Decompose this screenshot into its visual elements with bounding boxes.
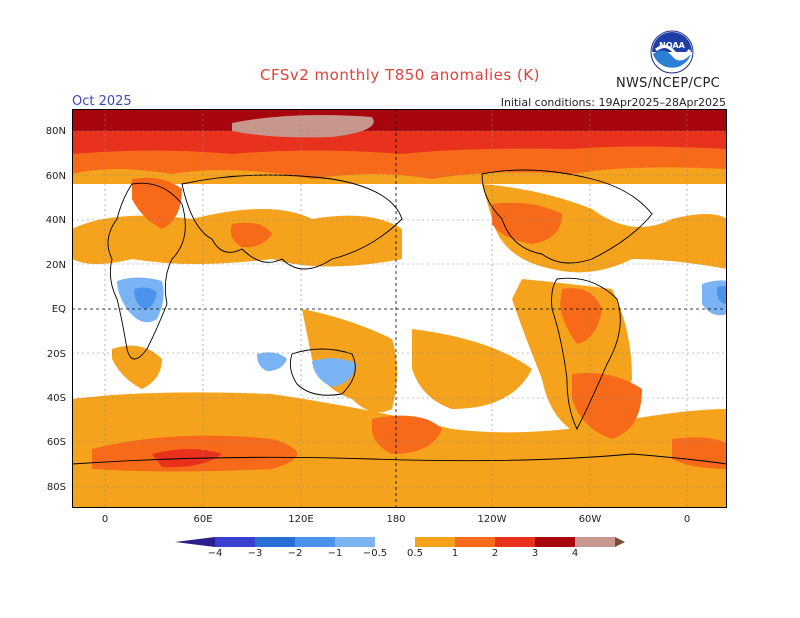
colorbar-label-p1: 1	[451, 548, 459, 559]
south-america-1k	[560, 288, 602, 344]
anomaly-region-minus-1	[134, 286, 727, 309]
colorbar-seg-m4	[215, 537, 255, 547]
lat-label-40s: 40S	[46, 393, 66, 404]
colorbar-seg-p3	[535, 537, 575, 547]
africa-europe-coast	[107, 182, 186, 360]
lon-label-0: 0	[101, 514, 109, 525]
north-america-warm	[482, 184, 727, 273]
colorbar-seg-p05	[415, 537, 455, 547]
arctic-3k	[72, 109, 727, 131]
lon-label-120w: 120W	[477, 514, 507, 525]
lat-label-40n: 40N	[45, 215, 66, 226]
colorbar-label-m4: −4	[207, 548, 223, 559]
southern-africa-warm	[112, 345, 162, 389]
atlantic-cold-1k	[717, 286, 727, 304]
colorbar-label-p2: 2	[491, 548, 499, 559]
lat-label-80s: 80S	[46, 482, 66, 493]
colorbar-seg-m3	[255, 537, 295, 547]
arctic-4k	[232, 115, 374, 138]
colorbar-seg-p4	[575, 537, 615, 547]
map-title: CFSv2 monthly T850 anomalies (K)	[260, 66, 540, 84]
lat-label-60s: 60S	[46, 437, 66, 448]
australia-cold	[312, 358, 357, 387]
colorbar-seg-neutral	[375, 537, 415, 547]
colorbar-arrow-left	[175, 537, 215, 547]
lon-label-120e: 120E	[288, 514, 314, 525]
lon-label-60w: 60W	[578, 514, 602, 525]
lat-label-80n: 80N	[45, 126, 66, 137]
colorbar-label-m05: −0.5	[362, 548, 388, 559]
oceania-warm	[302, 309, 397, 413]
lon-label-60e: 60E	[193, 514, 213, 525]
anomaly-region-3	[72, 109, 727, 131]
agency-label: NWS/NCEP/CPC	[616, 76, 721, 91]
graticule	[72, 109, 727, 508]
asia-coast	[181, 174, 403, 270]
colorbar-label-m2: −2	[287, 548, 303, 559]
colorbar-seg-p1	[455, 537, 495, 547]
lat-label-20n: 20N	[45, 260, 66, 271]
anomaly-map	[72, 109, 727, 508]
colorbar-label-m1: −1	[327, 548, 343, 559]
colorbar-label-p05: 0.5	[407, 548, 423, 559]
africa-cold-1k	[134, 287, 157, 309]
colorbar-label-m3: −3	[247, 548, 263, 559]
noaa-logo-text: NOAA	[659, 41, 685, 50]
indian-ocean-cold	[257, 352, 287, 371]
initial-conditions: Initial conditions: 19Apr2025–28Apr2025	[500, 96, 726, 109]
lon-label-0-east: 0	[683, 514, 691, 525]
lat-label-60n: 60N	[45, 171, 66, 182]
lon-label-180: 180	[386, 514, 406, 525]
map-frame	[72, 109, 727, 508]
tibet-1k	[230, 222, 272, 248]
colorbar-seg-p2	[495, 537, 535, 547]
south-pacific-warm	[412, 329, 532, 409]
noaa-logo: NOAA	[650, 30, 694, 74]
lat-label-eq: EQ	[51, 304, 66, 315]
colorbar-arrow-right	[615, 537, 625, 547]
lat-label-20s: 20S	[46, 349, 66, 360]
south-atlantic-1k	[572, 373, 642, 439]
coastlines	[72, 169, 727, 465]
colorbar-label-p3: 3	[531, 548, 539, 559]
colorbar-label-p4: 4	[571, 548, 579, 559]
north-america-coast	[481, 169, 653, 264]
colorbar-seg-m1	[335, 537, 375, 547]
australia-coast	[289, 348, 356, 396]
forecast-month: Oct 2025	[72, 94, 132, 109]
colorbar	[175, 537, 625, 547]
colorbar-seg-m2	[295, 537, 335, 547]
antarctica-coast	[72, 453, 727, 465]
anomaly-region-minus-0.5	[117, 277, 727, 387]
weddell-1k	[672, 437, 727, 469]
pacific-sector-1k	[372, 415, 442, 454]
europe-1k	[132, 177, 182, 229]
anomaly-region-4	[232, 115, 374, 138]
